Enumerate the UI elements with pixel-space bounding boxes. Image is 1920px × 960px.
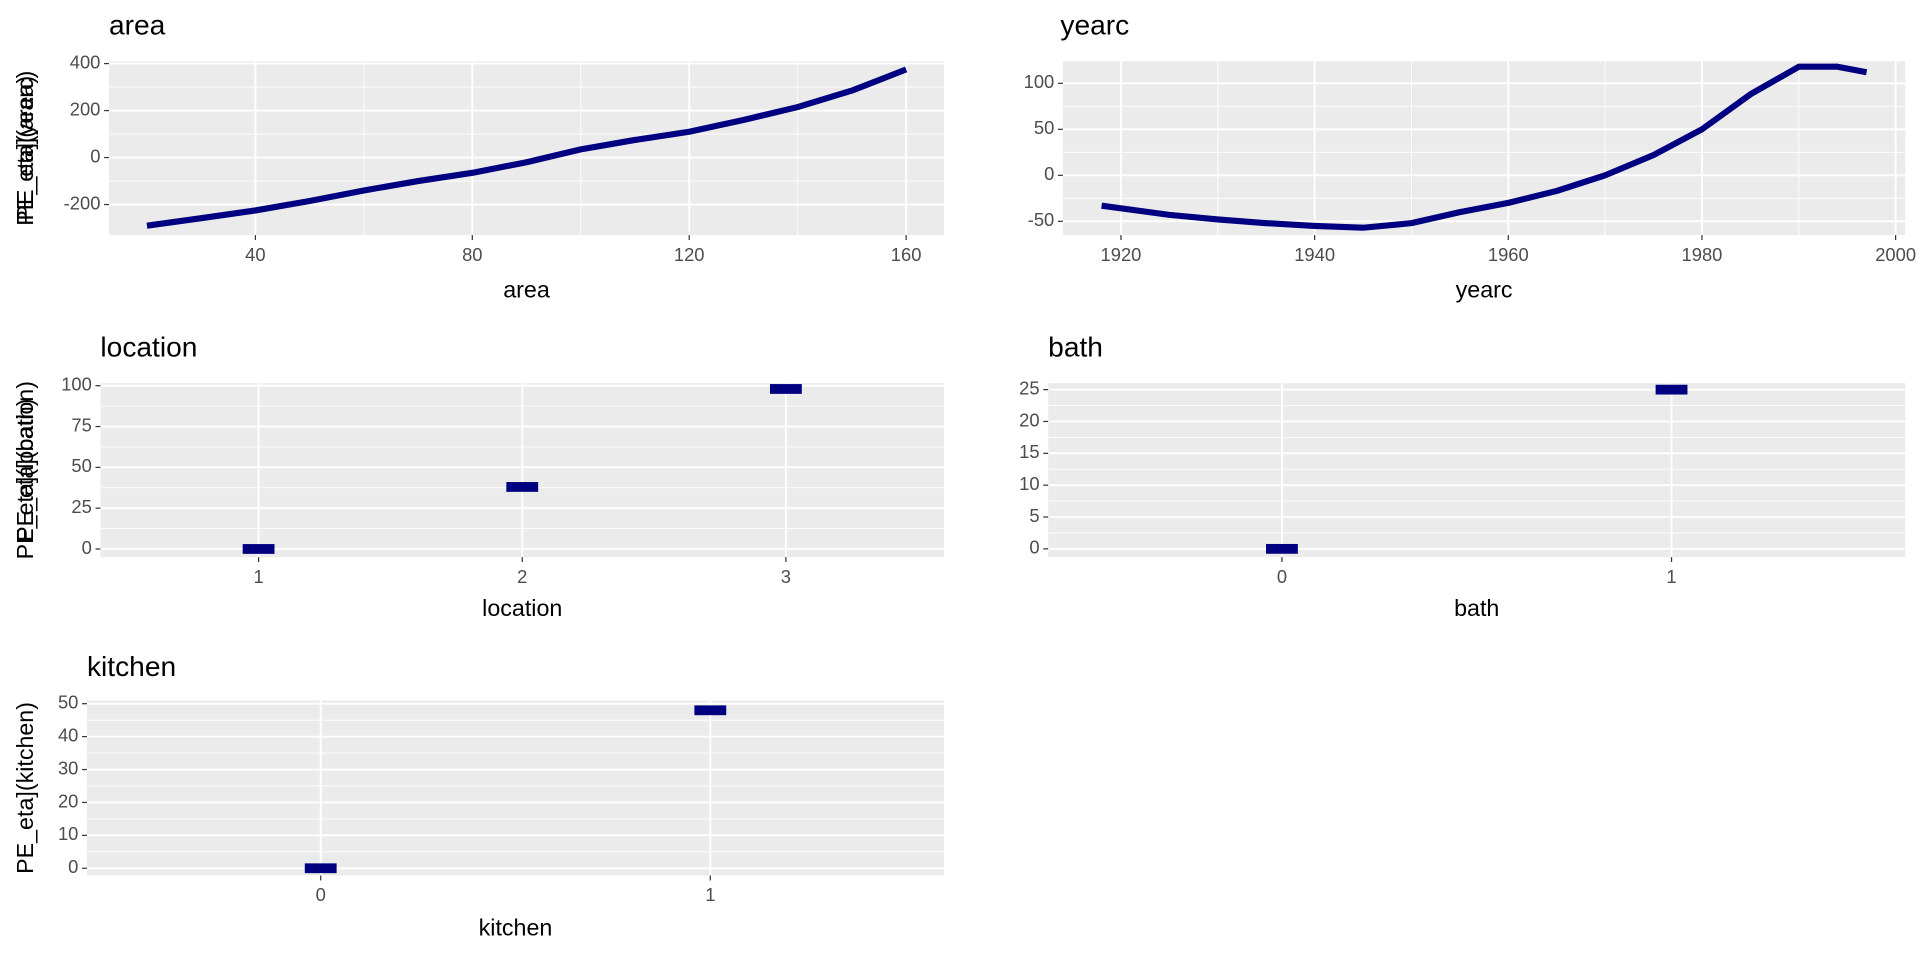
- x-axis-title: location: [482, 595, 562, 621]
- panel-background: [86, 700, 945, 876]
- x-tick-label: 160: [891, 244, 922, 265]
- effect-mark: [242, 544, 275, 554]
- x-axis-title: yearc: [1456, 277, 1513, 303]
- y-tick-label: -200: [64, 192, 101, 213]
- y-tick-label: 0: [90, 145, 100, 166]
- y-tick-label: 50: [1034, 117, 1054, 138]
- x-tick-label: 1: [1666, 566, 1676, 587]
- y-tick-label: 15: [1019, 441, 1039, 462]
- y-tick-label: 25: [71, 496, 91, 517]
- x-tick-label: 1: [705, 884, 715, 905]
- effect-mark: [1655, 384, 1688, 395]
- x-tick-label: 0: [1277, 566, 1287, 587]
- panel-background: [108, 61, 945, 236]
- y-tick-label: 0: [1029, 537, 1039, 558]
- x-tick-label: 40: [245, 244, 265, 265]
- x-tick-label: 1920: [1101, 244, 1142, 265]
- x-tick-label: 0: [316, 884, 326, 905]
- panel-background: [1048, 383, 1906, 558]
- x-tick-label: 1980: [1682, 244, 1723, 265]
- x-axis-title: bath: [1454, 595, 1499, 621]
- panel-title: kitchen: [87, 651, 176, 682]
- y-axis-title: PE_eta](bath): [12, 398, 38, 541]
- x-tick-label: 3: [781, 566, 791, 587]
- x-tick-label: 2000: [1875, 244, 1916, 265]
- y-tick-label: 5: [1029, 505, 1039, 526]
- y-tick-label: 100: [61, 374, 92, 395]
- y-tick-label: 30: [58, 757, 78, 778]
- effect-mark: [304, 863, 337, 874]
- effect-mark: [506, 482, 539, 492]
- y-tick-label: 20: [1019, 409, 1039, 430]
- y-tick-label: 0: [68, 856, 78, 877]
- y-tick-label: 0: [1044, 163, 1054, 184]
- x-tick-label: 120: [674, 244, 705, 265]
- y-tick-label: 40: [58, 724, 78, 745]
- panel-title: location: [100, 331, 197, 362]
- y-axis-title: PE_eta](kitchen): [12, 702, 38, 874]
- y-tick-label: 75: [71, 414, 91, 435]
- x-axis-title: area: [503, 277, 550, 303]
- y-tick-label: 20: [58, 790, 78, 811]
- x-tick-label: 2: [517, 566, 527, 587]
- effect-mark: [1266, 543, 1298, 554]
- y-axis-title: PE_eta](location): [12, 381, 38, 559]
- y-tick-label: 10: [58, 823, 78, 844]
- x-axis-title: kitchen: [479, 915, 553, 941]
- y-tick-label: 100: [1024, 71, 1055, 92]
- x-tick-label: 1960: [1488, 244, 1529, 265]
- x-tick-label: 1940: [1294, 244, 1335, 265]
- y-tick-label: 400: [70, 51, 101, 72]
- x-tick-label: 1: [253, 566, 263, 587]
- effect-line: [1101, 63, 1868, 231]
- y-tick-label: 10: [1019, 473, 1039, 494]
- panel-title: bath: [1048, 331, 1103, 362]
- effect-line: [146, 66, 908, 229]
- y-tick-label: 50: [58, 692, 78, 713]
- y-axis-title: PE_eta](area): [12, 76, 38, 221]
- y-axis-title: PE_eta](yearc): [12, 71, 38, 226]
- y-tick-label: 0: [82, 537, 92, 558]
- y-tick-label: 25: [1019, 377, 1039, 398]
- effect-mark: [769, 384, 802, 394]
- x-tick-label: 80: [462, 244, 482, 265]
- panel-title: area: [109, 9, 166, 40]
- y-tick-label: 200: [70, 98, 101, 119]
- y-tick-label: -50: [1028, 209, 1055, 230]
- effect-mark: [694, 705, 727, 716]
- panel-title: yearc: [1060, 9, 1129, 40]
- y-tick-label: 50: [71, 455, 91, 476]
